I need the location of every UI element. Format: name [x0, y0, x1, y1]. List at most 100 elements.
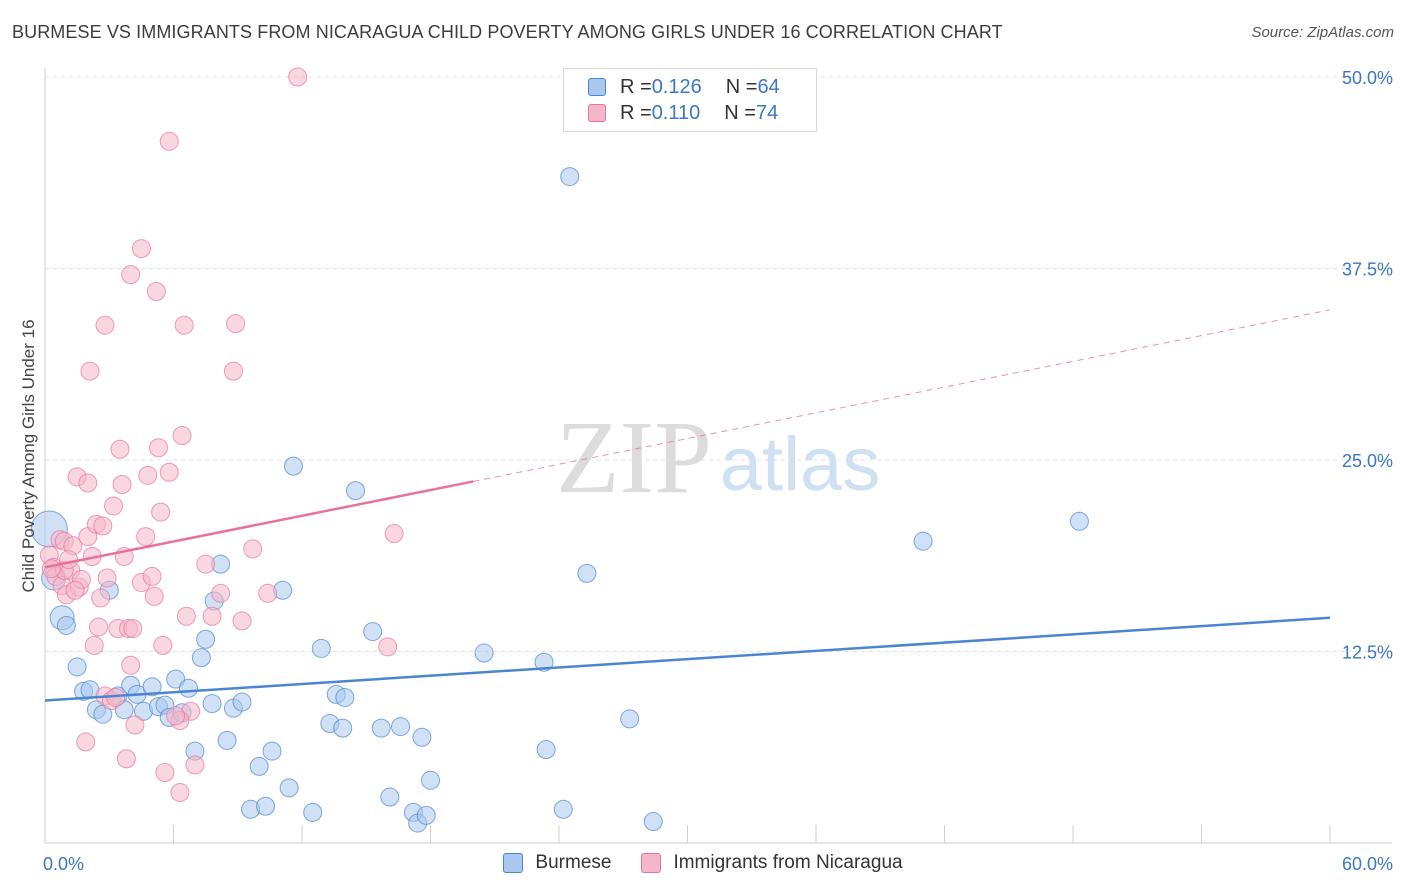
point-s0-20: [178, 678, 198, 698]
point-s1-57: [223, 361, 243, 381]
point-s0-43: [346, 481, 366, 501]
legend-item-nicaragua[interactable]: Immigrants from Nicaragua: [641, 852, 903, 874]
point-s0-49: [412, 727, 432, 747]
point-s1-20: [93, 516, 113, 536]
point-s0-36: [283, 456, 303, 476]
point-s1-39: [142, 566, 162, 586]
point-s0-62: [1069, 511, 1089, 531]
watermark-atlas: atlas: [720, 422, 881, 507]
point-s0-46: [380, 787, 400, 807]
y-tick-label-2: 37.5%: [1342, 260, 1393, 280]
point-s1-36: [131, 239, 151, 259]
point-s1-34: [125, 715, 145, 735]
point-s1-33: [121, 655, 141, 675]
point-s0-22: [191, 648, 211, 668]
point-s1-41: [146, 281, 166, 301]
point-s0-38: [311, 638, 331, 658]
point-s0-35: [279, 778, 299, 798]
point-s0-52: [416, 805, 436, 825]
point-s1-13: [78, 473, 98, 493]
point-s1-28: [112, 475, 132, 495]
point-s1-61: [258, 583, 278, 603]
point-s1-71: [166, 706, 186, 726]
source-label: Source: ZipAtlas.com: [1251, 24, 1394, 41]
r-label: R =: [620, 75, 652, 98]
point-s1-47: [159, 131, 179, 151]
point-s1-72: [65, 580, 85, 600]
point-s1-45: [155, 763, 175, 783]
point-s0-58: [577, 563, 597, 583]
point-s0-45: [371, 718, 391, 738]
point-s1-58: [226, 314, 246, 334]
legend-swatch-burmese: [503, 853, 524, 873]
point-s1-15: [80, 361, 100, 381]
point-s1-68: [91, 588, 111, 608]
point-s0-59: [620, 709, 640, 729]
point-s1-51: [176, 606, 196, 626]
point-s0-18: [166, 669, 186, 689]
y-tick-label-1: 25.0%: [1342, 451, 1393, 471]
point-s1-19: [89, 617, 109, 637]
point-s1-54: [196, 554, 216, 574]
r-label: R =: [620, 101, 652, 124]
r-value: 0.126: [651, 75, 702, 98]
point-s1-62: [384, 524, 404, 544]
point-s0-7: [93, 704, 113, 724]
x-tick-label-0: 0.0%: [43, 854, 84, 874]
point-s1-64: [288, 67, 308, 87]
stats-legend: R = 0.126 N = 64 R = 0.110 N = 74: [563, 68, 817, 132]
point-s0-56: [553, 799, 573, 819]
point-s1-59: [232, 611, 252, 631]
trend-line-s0: [44, 616, 1331, 702]
stats-row-burmese: R = 0.126 N = 64: [588, 74, 780, 100]
point-s0-42: [335, 687, 355, 707]
point-s1-27: [110, 439, 130, 459]
point-s1-40: [144, 586, 164, 606]
point-s0-37: [303, 802, 323, 822]
legend-item-burmese[interactable]: Burmese: [503, 852, 611, 874]
point-s1-37: [136, 527, 156, 547]
point-s1-17: [84, 635, 104, 655]
point-s0-2: [56, 615, 76, 635]
watermark: ZIP atlas: [556, 400, 880, 515]
point-s0-32: [256, 796, 276, 816]
point-s1-55: [202, 606, 222, 626]
point-s1-60: [243, 539, 263, 559]
point-s1-46: [159, 462, 179, 482]
point-s0-14: [142, 677, 162, 697]
point-s1-32: [121, 265, 141, 285]
point-s1-23: [97, 568, 117, 588]
point-s1-42: [149, 438, 169, 458]
point-s1-53: [185, 755, 205, 775]
stats-swatch-nicaragua: [588, 104, 606, 122]
point-s0-27: [217, 730, 237, 750]
point-s0-41: [333, 718, 353, 738]
point-s0-61: [913, 531, 933, 551]
n-label: N =: [724, 101, 756, 124]
point-s1-63: [378, 637, 398, 657]
series-0-points: [30, 167, 1089, 833]
point-s1-38: [138, 465, 158, 485]
point-s1-66: [59, 550, 79, 570]
chart-title: BURMESE VS IMMIGRANTS FROM NICARAGUA CHI…: [12, 22, 1003, 42]
grid-lines: [45, 76, 1392, 652]
legend-label-burmese: Burmese: [535, 852, 612, 873]
x-tick-label-1: 60.0%: [1342, 854, 1393, 874]
point-s0-55: [536, 740, 556, 760]
point-s1-56: [211, 583, 231, 603]
trend-line-s1: [44, 480, 474, 569]
axes: [44, 68, 1392, 844]
point-s1-48: [170, 782, 190, 802]
r-value: 0.110: [651, 101, 701, 124]
watermark-zip: ZIP: [556, 400, 712, 515]
point-s0-54: [534, 652, 554, 672]
data-points: [30, 67, 1089, 833]
point-s1-22: [95, 315, 115, 335]
point-s0-60: [643, 812, 663, 832]
point-s0-44: [363, 622, 383, 642]
point-s0-3: [67, 657, 87, 677]
point-s0-24: [202, 694, 222, 714]
point-s0-53: [474, 643, 494, 663]
point-s1-50: [174, 315, 194, 335]
point-s1-73: [123, 619, 143, 639]
